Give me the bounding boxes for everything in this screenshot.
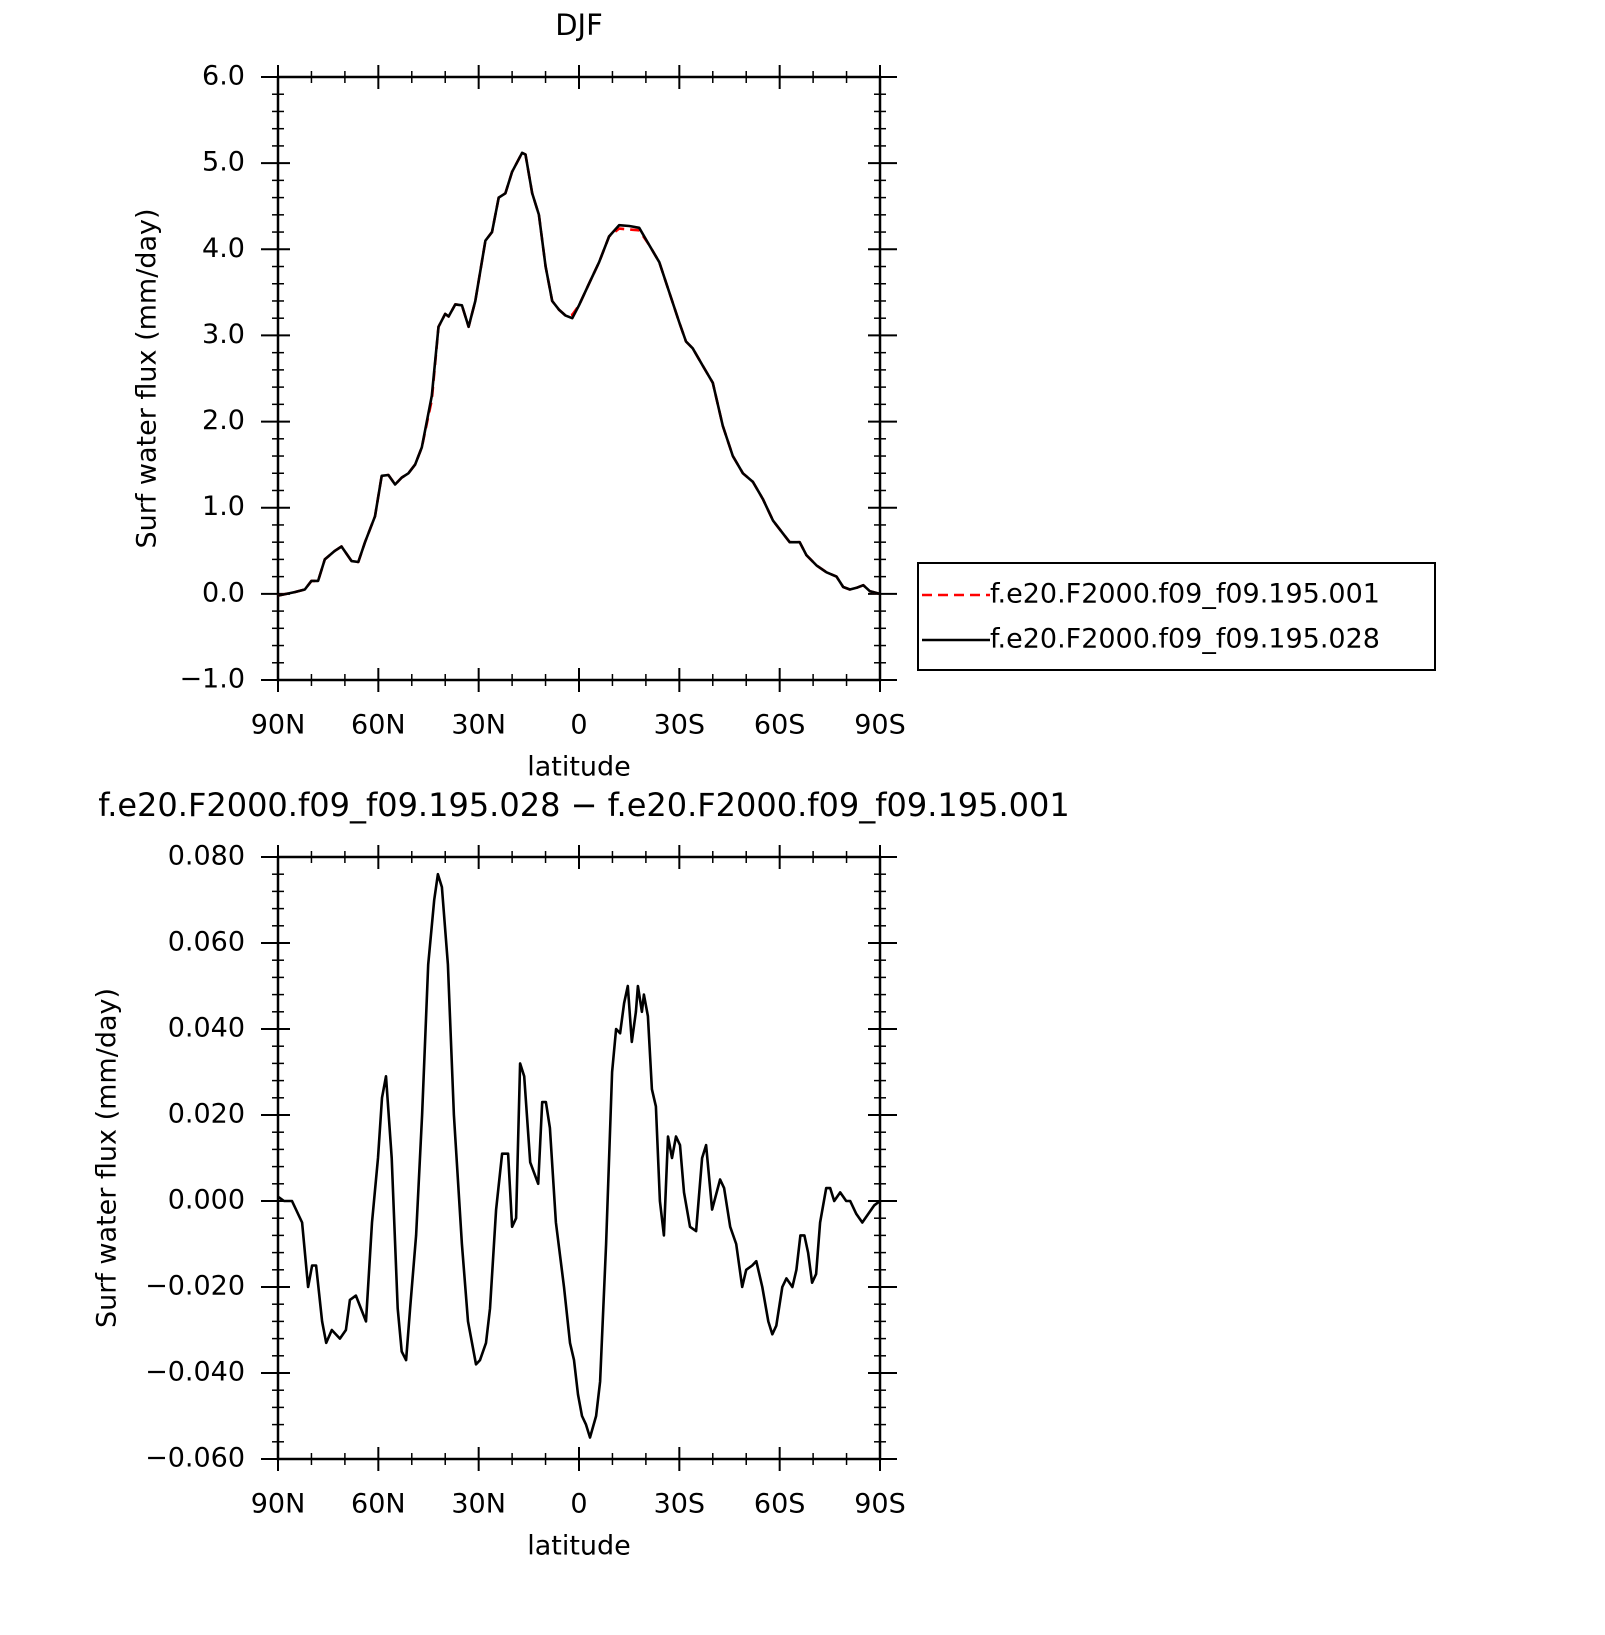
y-tick-label: 6.0	[202, 61, 245, 92]
y-tick-label: −0.040	[145, 1357, 245, 1388]
y-tick-label: −1.0	[179, 664, 245, 695]
legend-box	[917, 562, 1436, 671]
x-axis-label: latitude	[527, 1531, 631, 1562]
x-tick-label: 30S	[654, 710, 706, 741]
y-tick-label: 0.040	[168, 1013, 245, 1044]
plot-frame	[276, 75, 882, 682]
y-tick-label: 4.0	[202, 233, 245, 264]
x-tick-label: 0	[570, 1489, 587, 1520]
data-line	[277, 151, 881, 597]
y-tick-label: 0.0	[202, 577, 245, 608]
x-tick-label: 60N	[351, 710, 406, 741]
legend-label: f.e20.F2000.f09_f09.195.001	[990, 579, 1380, 610]
x-tick-label: 30N	[451, 1489, 506, 1520]
legend-label: f.e20.F2000.f09_f09.195.028	[990, 624, 1380, 655]
y-tick-label: 3.0	[202, 319, 245, 350]
x-tick-label: 30S	[654, 1489, 706, 1520]
plot-frame	[276, 855, 882, 1461]
x-tick-label: 60S	[754, 1489, 806, 1520]
x-tick-label: 60S	[754, 710, 806, 741]
x-axis-label: latitude	[527, 752, 631, 783]
x-tick-label: 90N	[251, 1489, 306, 1520]
y-tick-label: 5.0	[202, 147, 245, 178]
x-tick-label: 0	[570, 710, 587, 741]
y-tick-label: 1.0	[202, 491, 245, 522]
y-tick-label: −0.060	[145, 1443, 245, 1474]
y-axis-label: Surf water flux (mm/day)	[92, 988, 123, 1328]
y-tick-label: 0.060	[168, 927, 245, 958]
data-line	[277, 151, 881, 597]
x-tick-label: 90S	[854, 710, 906, 741]
chart-title: DJF	[555, 8, 603, 42]
y-tick-label: −0.020	[145, 1271, 245, 1302]
x-tick-label: 60N	[351, 1489, 406, 1520]
x-tick-label: 90N	[251, 710, 306, 741]
y-tick-label: 0.080	[168, 841, 245, 872]
data-line	[277, 872, 881, 1439]
y-tick-label: 0.020	[168, 1099, 245, 1130]
x-tick-label: 30N	[451, 710, 506, 741]
y-tick-label: 2.0	[202, 405, 245, 436]
y-axis-label: Surf water flux (mm/day)	[132, 208, 163, 548]
y-tick-label: 0.000	[168, 1185, 245, 1216]
x-tick-label: 90S	[854, 1489, 906, 1520]
chart-title: f.e20.F2000.f09_f09.195.028 − f.e20.F200…	[98, 786, 1070, 824]
